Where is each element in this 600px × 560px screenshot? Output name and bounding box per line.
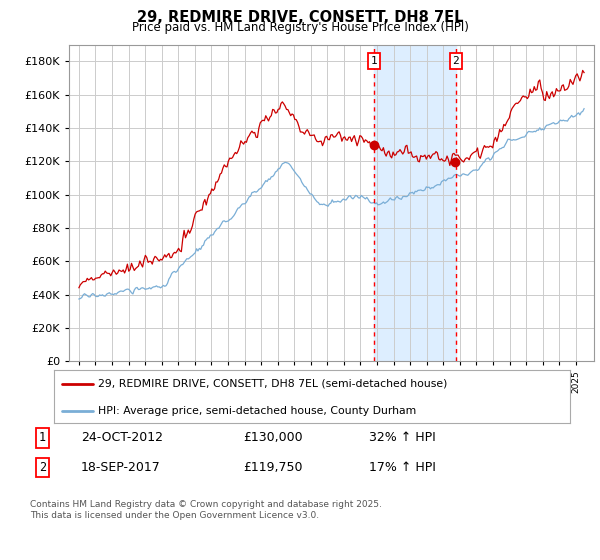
- Text: 1: 1: [39, 431, 46, 445]
- Text: £119,750: £119,750: [243, 461, 302, 474]
- Text: Price paid vs. HM Land Registry's House Price Index (HPI): Price paid vs. HM Land Registry's House …: [131, 21, 469, 34]
- Text: 2: 2: [452, 56, 459, 66]
- Text: 17% ↑ HPI: 17% ↑ HPI: [369, 461, 436, 474]
- Bar: [374, 45, 456, 361]
- Text: 29, REDMIRE DRIVE, CONSETT, DH8 7EL: 29, REDMIRE DRIVE, CONSETT, DH8 7EL: [137, 10, 463, 25]
- Text: 29, REDMIRE DRIVE, CONSETT, DH8 7EL (semi-detached house): 29, REDMIRE DRIVE, CONSETT, DH8 7EL (sem…: [98, 379, 447, 389]
- Text: 32% ↑ HPI: 32% ↑ HPI: [369, 431, 436, 445]
- Text: 18-SEP-2017: 18-SEP-2017: [81, 461, 161, 474]
- Text: Contains HM Land Registry data © Crown copyright and database right 2025.
This d: Contains HM Land Registry data © Crown c…: [30, 500, 382, 520]
- Text: 1: 1: [370, 56, 377, 66]
- Text: £130,000: £130,000: [243, 431, 302, 445]
- Text: HPI: Average price, semi-detached house, County Durham: HPI: Average price, semi-detached house,…: [98, 406, 416, 416]
- Text: 24-OCT-2012: 24-OCT-2012: [81, 431, 163, 445]
- Text: 2: 2: [39, 461, 46, 474]
